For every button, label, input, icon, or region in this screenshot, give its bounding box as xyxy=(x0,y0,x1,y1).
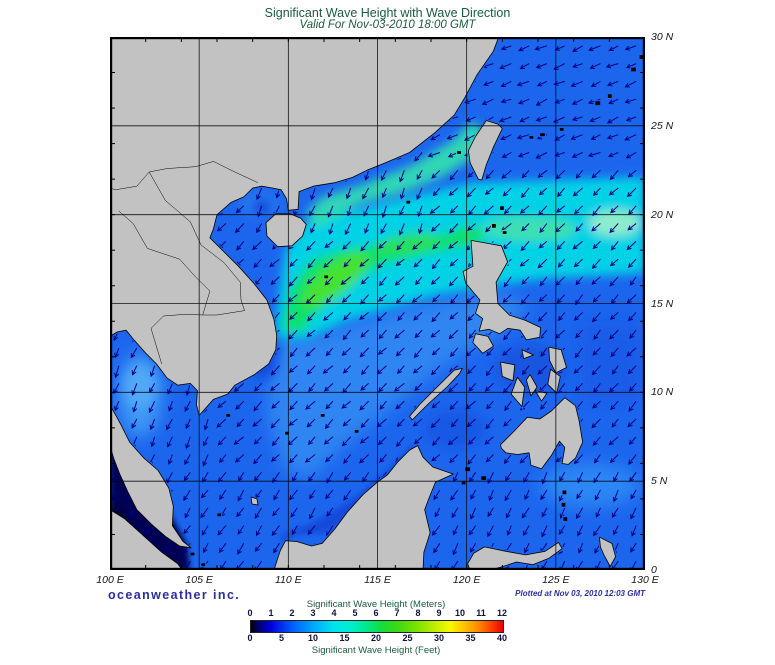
page-title: Significant Wave Height with Wave Direct… xyxy=(264,6,511,20)
valid-time-subtitle: Valid For Nov-03-2010 18:00 GMT xyxy=(299,19,476,31)
feet-tick: 40 xyxy=(496,633,507,643)
feet-tick: 15 xyxy=(339,633,350,643)
oceanweather-branding: oceanweather inc. xyxy=(108,588,241,602)
meters-tick: 9 xyxy=(436,608,442,618)
lat-tick-label: 20 N xyxy=(651,208,674,221)
lat-tick-label: 25 N xyxy=(651,119,674,132)
lat-tick-label: 15 N xyxy=(651,297,674,310)
meters-tick: 12 xyxy=(496,608,507,618)
meters-tick: 5 xyxy=(352,608,358,618)
meters-tick: 8 xyxy=(415,608,421,618)
lon-tick-label: 110 E xyxy=(274,574,302,586)
feet-tick: 35 xyxy=(465,633,476,643)
meters-tick: 0 xyxy=(247,608,253,618)
lat-tick-label: 0 xyxy=(651,564,657,576)
feet-tick: 20 xyxy=(370,633,381,643)
map-frame xyxy=(110,37,645,570)
meters-tick: 6 xyxy=(373,608,379,618)
wave-height-map xyxy=(110,37,645,570)
graticule-grid xyxy=(110,37,645,570)
meters-tick: 2 xyxy=(289,608,295,618)
meters-tick: 11 xyxy=(476,608,486,618)
lat-tick-label: 10 N xyxy=(651,386,674,399)
lon-tick-label: 125 E xyxy=(542,574,570,586)
lon-tick-label: 120 E xyxy=(452,574,481,586)
lon-tick-label: 115 E xyxy=(364,574,391,586)
meters-tick: 4 xyxy=(331,608,337,618)
wave-direction-arrows xyxy=(110,45,637,570)
meters-tick: 3 xyxy=(310,608,316,618)
feet-tick: 10 xyxy=(307,633,318,643)
plotted-at-timestamp: Plotted at Nov 03, 2010 12:03 GMT xyxy=(515,589,645,598)
feet-tick: 0 xyxy=(247,633,253,643)
legend-meters-title: Significant Wave Height (Meters) xyxy=(306,599,446,610)
legend-feet-title: Significant Wave Height (Feet) xyxy=(311,645,441,656)
feet-tick: 5 xyxy=(278,633,284,643)
lon-tick-label: 130 E xyxy=(631,574,659,586)
meters-tick: 7 xyxy=(394,608,400,618)
lon-tick-label: 100 E xyxy=(96,574,124,586)
feet-tick: 25 xyxy=(402,633,413,643)
meters-tick: 1 xyxy=(268,608,274,618)
lat-tick-label: 30 N xyxy=(651,31,674,43)
meters-tick: 10 xyxy=(454,608,465,618)
lat-tick-label: 5 N xyxy=(651,475,668,488)
legend-colorbar xyxy=(250,620,504,633)
country-borders xyxy=(110,161,259,364)
feet-tick: 30 xyxy=(433,633,444,643)
lon-tick-label: 105 E xyxy=(185,574,213,586)
